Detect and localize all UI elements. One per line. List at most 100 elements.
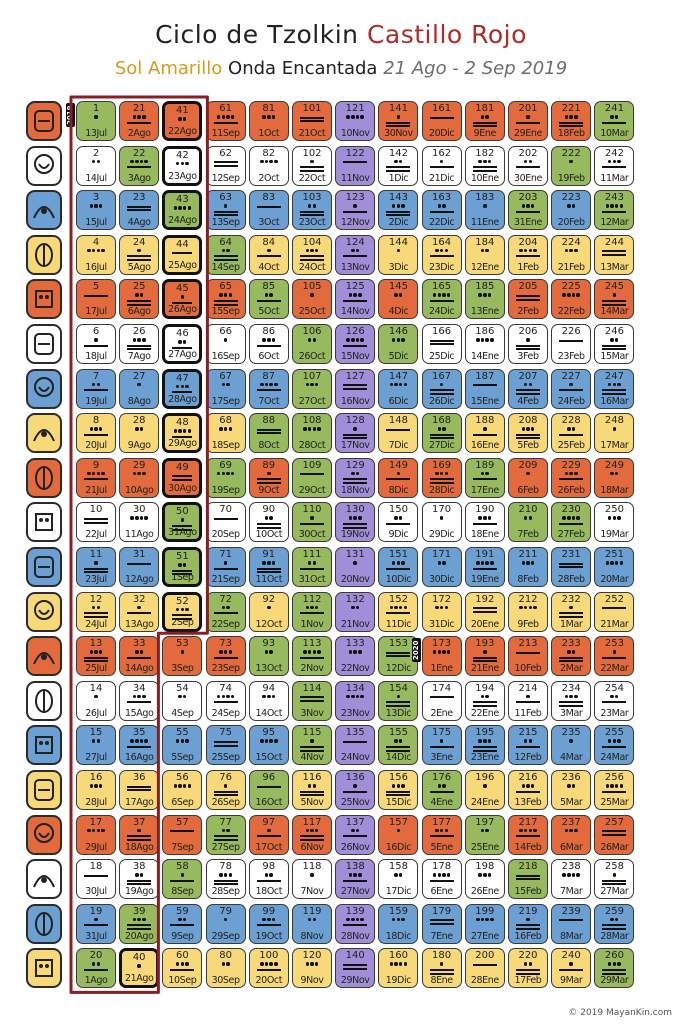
kin-date: 17Mar — [600, 440, 629, 452]
kin-number: 137 — [345, 816, 365, 828]
kin-number: 154 — [388, 682, 408, 694]
kin-number: 45 — [176, 283, 189, 295]
tone-marks — [254, 784, 284, 797]
kin-cell: 124 13Nov — [335, 234, 376, 275]
kin-cell: 32 13Ago — [119, 591, 160, 632]
tone-marks — [470, 248, 500, 262]
tone-marks — [470, 427, 500, 440]
tone-marks — [340, 338, 370, 351]
kin-cell: 43 24Ago — [162, 190, 203, 231]
kin-number: 46 — [176, 328, 189, 339]
kin-date: 19Feb — [557, 172, 585, 184]
kin-date: 19Ene — [470, 574, 499, 585]
kin-date: 31Ene — [514, 217, 542, 229]
kin-number: 136 — [345, 772, 365, 783]
kin-cell: 90 10Oct — [248, 502, 289, 543]
kin-number: 114 — [302, 682, 322, 694]
kin-number: 132 — [345, 593, 365, 605]
kin-number: 43 — [176, 194, 189, 206]
kin-number: 73 — [219, 638, 232, 650]
tone-marks — [470, 561, 500, 574]
kin-number: 49 — [176, 461, 189, 473]
kin-cell: 4 16Jul — [76, 234, 116, 275]
tone-marks — [81, 694, 111, 708]
kin-date: 26Jul — [85, 707, 107, 719]
kin-date: 16Nov — [340, 395, 370, 407]
kin-number: 252 — [604, 593, 624, 605]
tone-marks — [513, 471, 543, 485]
kin-cell: 110 30Oct — [292, 502, 332, 543]
kin-cell: 147 6Dic — [378, 368, 419, 409]
kin-cell: 178 6Ene — [421, 859, 462, 900]
kin-number: 48 — [176, 417, 189, 429]
dragon-glyph-icon — [26, 101, 62, 141]
kin-number: 135 — [345, 727, 365, 739]
kin-cell: 6 18Jul — [76, 324, 116, 364]
kin-number: 187 — [475, 370, 495, 382]
kin-number: 173 — [432, 638, 452, 650]
kin-cell: 81 1Oct — [248, 101, 289, 141]
kin-number: 59 — [176, 905, 189, 917]
tone-marks — [599, 293, 629, 306]
tone-marks — [427, 828, 457, 842]
tone-marks — [513, 784, 543, 797]
tone-marks — [297, 516, 327, 529]
kin-date: 14Nov — [340, 306, 370, 318]
tone-marks — [81, 605, 111, 619]
kin-date: 15Ago — [124, 707, 154, 719]
kin-date: 1Ago — [84, 975, 108, 987]
kin-date: 8Mar — [560, 930, 583, 942]
kin-cell: 116 5Nov — [292, 770, 332, 810]
kin-cell: 47 28Ago — [162, 368, 203, 409]
kin-cell: 36 17Ago — [119, 770, 160, 810]
kin-cell: 228 25Feb — [551, 413, 592, 454]
kin-number: 108 — [302, 415, 322, 427]
kin-number: 40 — [132, 952, 146, 964]
kin-cell: 127 16Nov — [335, 368, 376, 409]
kin-date: 18Oct — [255, 886, 283, 898]
kin-number: 53 — [176, 638, 189, 650]
tone-marks — [556, 918, 586, 931]
kin-date: 23Feb — [557, 351, 585, 362]
kin-date: 26Ene — [470, 886, 499, 898]
tone-marks — [167, 739, 197, 752]
kin-number: 54 — [176, 682, 189, 694]
tone-marks — [513, 115, 543, 128]
kin-cell: 170 29Dic — [421, 502, 462, 543]
kin-cell: 230 27Feb — [551, 502, 592, 543]
kin-cell: 20 1Ago — [76, 948, 116, 989]
kin-date: 24Dic — [428, 306, 455, 318]
tone-marks — [383, 159, 413, 173]
kin-number: 21 — [132, 103, 146, 114]
kin-cell: 193 21Ene — [464, 636, 505, 677]
tone-marks — [254, 739, 284, 752]
kin-number: 37 — [132, 816, 146, 828]
kin-number: 76 — [219, 772, 232, 783]
kin-number: 110 — [302, 504, 322, 516]
kin-date: 11Dic — [385, 618, 412, 630]
kin-cell: 112 1Nov — [292, 591, 332, 632]
tone-marks — [81, 917, 111, 931]
kin-number: 141 — [388, 103, 408, 114]
tone-marks — [556, 427, 586, 440]
kin-date: 15Mar — [600, 351, 629, 362]
kin-date: 25Ene — [470, 841, 499, 853]
kin-cell: 3 15Jul — [76, 190, 116, 231]
kin-date: 23Ene — [470, 752, 499, 764]
tone-marks — [513, 694, 543, 708]
kin-number: 181 — [475, 103, 495, 114]
tone-marks — [427, 427, 457, 440]
kin-date: 3Oct — [258, 217, 280, 229]
kin-number: 204 — [518, 236, 538, 248]
kin-date: 17Ago — [124, 797, 154, 808]
tone-marks — [513, 873, 543, 886]
tone-marks — [211, 115, 241, 128]
kin-date: 14Jul — [85, 172, 107, 184]
monkey-glyph-icon — [26, 547, 62, 587]
kin-number: 105 — [302, 281, 322, 293]
kin-number: 130 — [345, 504, 365, 516]
tone-marks — [254, 159, 284, 173]
kin-number: 113 — [302, 638, 322, 650]
kin-cell: 238 7Mar — [551, 859, 592, 900]
kin-number: 245 — [604, 281, 624, 293]
